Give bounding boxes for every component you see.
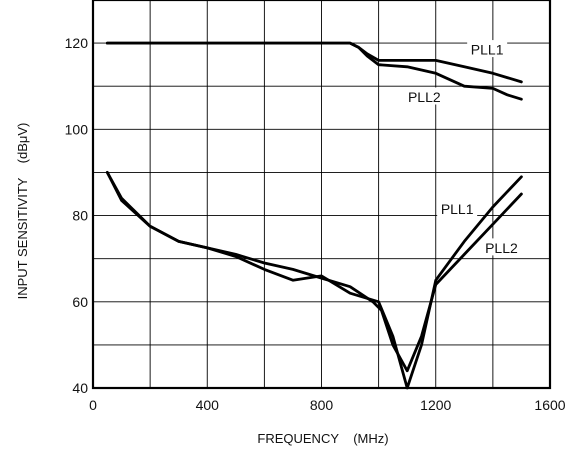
plot-frame	[91, 0, 552, 390]
y-tick-label: 100	[65, 121, 89, 137]
series-lines	[105, 41, 523, 390]
grid	[91, 0, 552, 390]
y-tick-label: 60	[72, 294, 88, 310]
series-label-background	[437, 199, 478, 217]
y-tick-labels: 40 60 80 100 120	[65, 35, 89, 396]
series-label-background	[481, 238, 522, 256]
y-axis-title: INPUT SENSITIVITY (dBμV)	[15, 123, 30, 300]
y-tick-label: 80	[72, 208, 88, 224]
series-label: PLL2	[485, 240, 518, 256]
x-axis-title: FREQUENCY (MHz)	[257, 431, 388, 446]
series-annotations: PLL1 PLL2 PLL1 PLL2	[404, 40, 522, 256]
series-line-lower-pll2	[105, 171, 523, 373]
x-tick-label: 1600	[534, 397, 565, 413]
series-label-background	[404, 87, 445, 105]
series-label-background	[467, 40, 508, 58]
y-tick-label: 40	[72, 380, 88, 396]
x-tick-label: 800	[310, 397, 334, 413]
series-label: PLL2	[408, 89, 441, 105]
y-tick-label: 120	[65, 35, 89, 51]
series-line-upper-pll1	[105, 41, 523, 84]
x-tick-label: 0	[89, 397, 97, 413]
series-label: PLL1	[471, 42, 504, 58]
x-tick-label: 1200	[420, 397, 451, 413]
series-line-upper-pll2	[105, 41, 523, 101]
x-tick-label: 400	[196, 397, 220, 413]
x-tick-labels: 0 400 800 1200 1600	[89, 397, 566, 413]
series-label: PLL1	[441, 201, 474, 217]
